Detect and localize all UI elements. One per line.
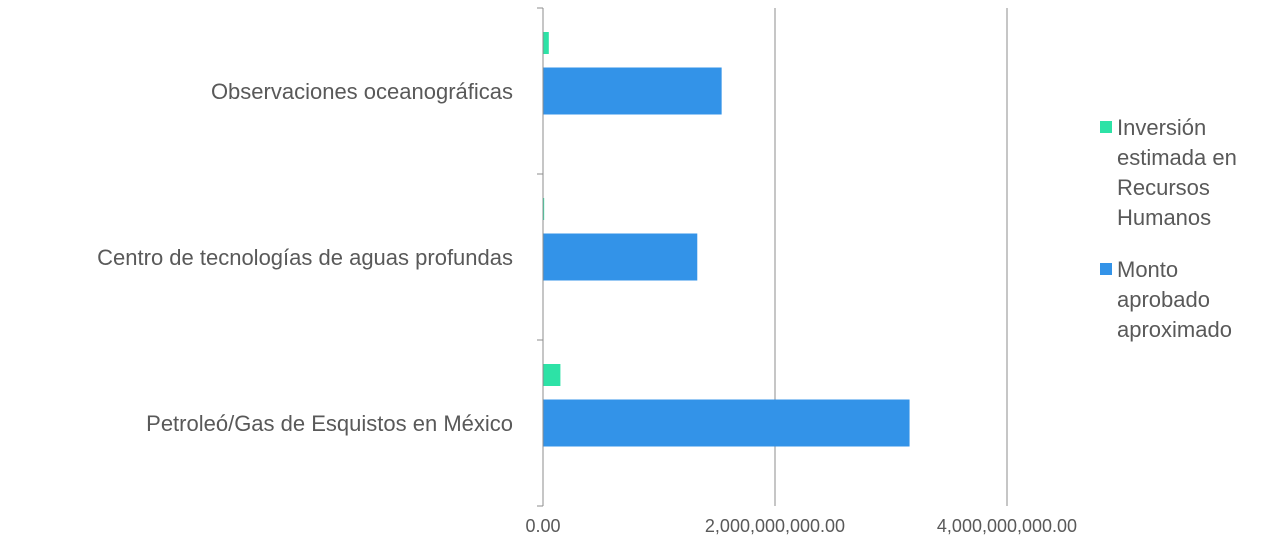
category-label: Observaciones oceanográficas	[211, 79, 513, 104]
y-axis	[537, 7, 544, 507]
legend-label-recursos-humanos: Inversión estimada en Recursos Humanos	[1117, 115, 1237, 230]
bar-monto-aprobado	[543, 233, 698, 281]
bar-monto-aprobado	[543, 399, 910, 447]
legend-label-monto-aprobado: Monto aprobado aproximado	[1117, 257, 1232, 342]
x-tick-labels: 0.00 2,000,000,000.00 4,000,000,000.00	[525, 516, 1077, 536]
category-labels: Observaciones oceanográficas Centro de te…	[97, 79, 513, 436]
x-tick-label: 2,000,000,000.00	[705, 516, 845, 536]
x-tick-label: 4,000,000,000.00	[937, 516, 1077, 536]
bar-monto-aprobado	[543, 67, 722, 115]
category-label: Petroleó/Gas de Esquistos en México	[146, 411, 513, 436]
legend-swatch-monto-aprobado	[1100, 263, 1112, 275]
bar-recursos-humanos	[543, 364, 561, 386]
x-tick-label: 0.00	[525, 516, 560, 536]
legend: Inversión estimada en Recursos Humanos M…	[1100, 113, 1269, 367]
legend-item-monto-aprobado: Monto aprobado aproximado	[1100, 255, 1269, 345]
bar-recursos-humanos	[543, 198, 545, 220]
bars	[543, 32, 910, 447]
legend-item-recursos-humanos: Inversión estimada en Recursos Humanos	[1100, 113, 1269, 233]
bar-recursos-humanos	[543, 32, 549, 54]
category-label: Centro de tecnologías de aguas profundas	[97, 245, 513, 270]
legend-swatch-recursos-humanos	[1100, 121, 1112, 133]
